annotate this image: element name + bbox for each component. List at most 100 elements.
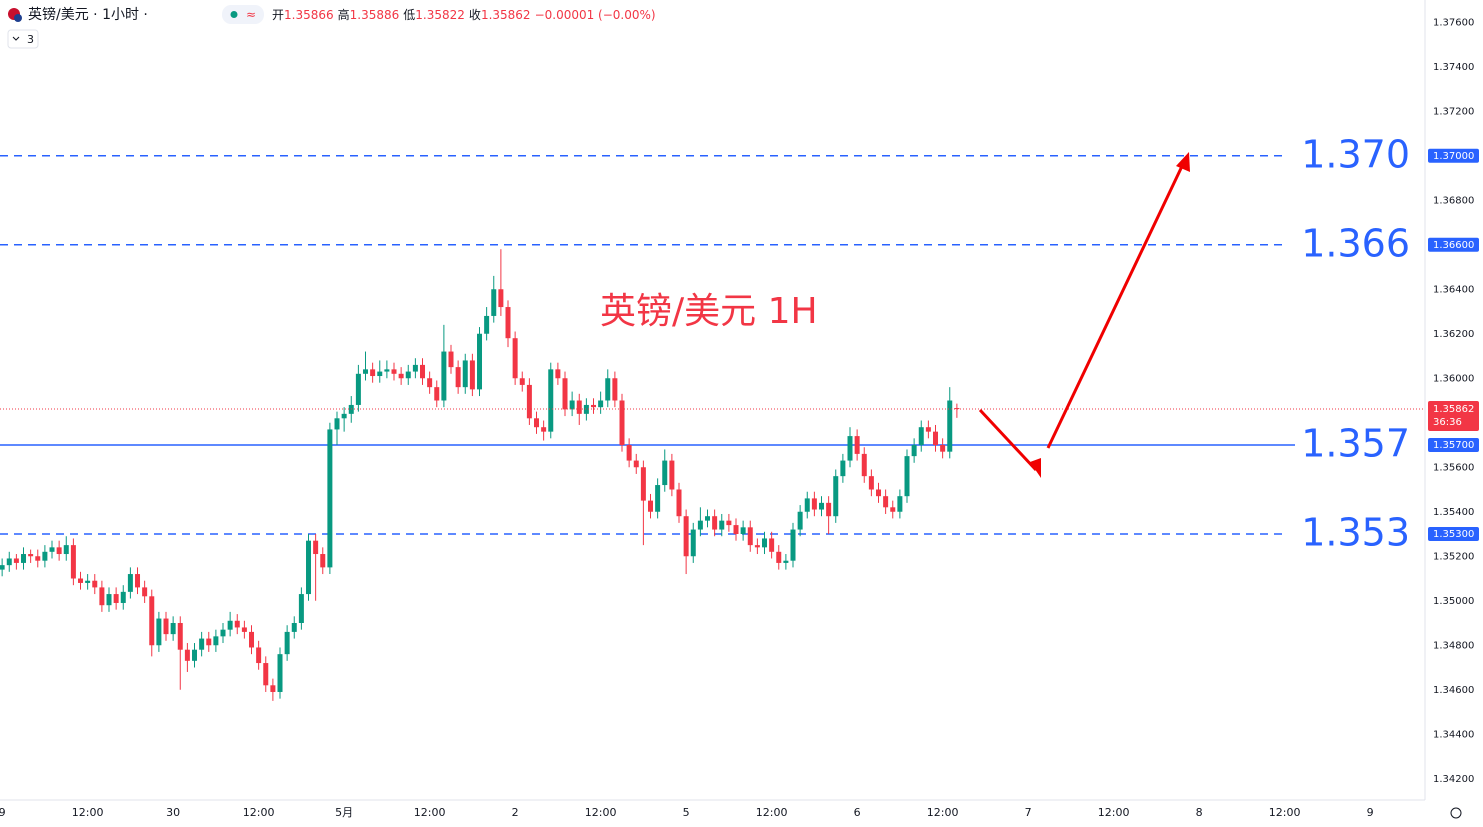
candle-body	[363, 369, 369, 374]
candle-body	[562, 378, 568, 410]
level-badge	[1428, 527, 1479, 541]
level-axis-label: 1.37000	[1433, 151, 1474, 162]
candle-body	[719, 520, 725, 530]
candle-body	[890, 507, 896, 512]
candle-body	[28, 554, 34, 557]
candle-body	[826, 502, 832, 517]
candle-body	[78, 578, 84, 583]
candle-body	[911, 445, 917, 457]
level-axis-label: 1.35300	[1433, 529, 1474, 540]
candle-body	[534, 418, 540, 428]
candle-body	[933, 431, 939, 445]
candle-body	[163, 618, 169, 635]
settings-icon[interactable]	[1450, 807, 1462, 819]
high-label: 高	[338, 7, 350, 22]
candle-body	[334, 418, 340, 430]
x-tick-label: 12:00	[585, 806, 617, 819]
x-tick-label: 12:00	[927, 806, 959, 819]
candle-body	[455, 367, 461, 388]
candle-body	[377, 371, 383, 377]
candle-body	[733, 525, 739, 534]
x-tick-label: 12:00	[1269, 806, 1301, 819]
candle-body	[605, 378, 611, 401]
candle-body	[184, 649, 190, 661]
low-value: 1.35822	[415, 8, 465, 22]
candle-body	[747, 527, 753, 546]
candle-body	[49, 547, 55, 552]
arrow	[1046, 161, 1186, 449]
annotation: 英镑/美元 1H	[600, 291, 818, 332]
candle-body	[583, 404, 589, 414]
candle-body	[790, 529, 796, 561]
candle-body	[199, 638, 205, 650]
candle-body	[241, 627, 247, 632]
header: 英镑/美元 · 1小时 · ≈ 开1.35866 高1.35886 低1.35822…	[7, 5, 656, 49]
candle-body	[648, 500, 654, 512]
candle-body	[448, 351, 454, 368]
candle-body	[249, 631, 255, 648]
x-tick-label: 30	[166, 806, 180, 819]
status-badge[interactable]	[222, 5, 264, 24]
candle-body	[277, 654, 283, 692]
candle-body	[256, 647, 262, 664]
candle-body	[298, 594, 304, 623]
candle-body	[726, 520, 732, 526]
y-tick-label: 1.35000	[1433, 596, 1474, 607]
candle-body	[512, 338, 518, 379]
candle-body	[655, 485, 661, 512]
close-value: 1.35862	[481, 8, 531, 22]
candle-body	[135, 574, 141, 588]
candle-body	[291, 623, 297, 632]
candle-body	[918, 427, 924, 445]
x-tick-label: 12:00	[1098, 806, 1130, 819]
candle-body	[156, 618, 162, 646]
candle-body	[548, 369, 554, 432]
candle-body	[341, 413, 347, 419]
candle-body	[947, 400, 953, 452]
candle-body	[498, 289, 504, 308]
candle-body	[697, 520, 703, 530]
candle-body	[206, 638, 212, 646]
y-tick-label: 1.36800	[1433, 195, 1474, 206]
candle-body	[320, 554, 326, 568]
candle-body	[462, 360, 468, 388]
candle-body	[220, 629, 226, 637]
level-label: 1.353	[1301, 511, 1410, 555]
candle-body	[776, 551, 782, 563]
candle-body	[477, 333, 483, 390]
candle-body	[669, 460, 675, 490]
candle-body	[398, 373, 404, 379]
candle-body	[85, 580, 91, 583]
chevron	[12, 36, 20, 41]
candle-body	[904, 456, 910, 497]
y-tick-label: 1.34400	[1433, 729, 1474, 740]
candle-body	[434, 387, 440, 401]
candle-body	[70, 545, 76, 579]
candle-body	[676, 489, 682, 517]
candle-body	[234, 620, 240, 628]
candle-body	[569, 400, 575, 410]
candle-body	[840, 460, 846, 477]
candle-body	[306, 540, 312, 595]
candle-body	[405, 371, 411, 379]
candle-body	[526, 384, 532, 419]
y-tick-label: 1.34200	[1433, 774, 1474, 785]
candle-body	[954, 408, 960, 410]
candle-body	[142, 587, 148, 597]
indicators-toggle[interactable]	[7, 29, 39, 49]
candle-body	[854, 436, 860, 454]
candle-body	[13, 558, 19, 563]
candle-body	[883, 496, 889, 508]
y-tick-label: 1.35600	[1433, 462, 1474, 473]
x-tick-label: 5	[683, 806, 690, 819]
candle-body	[177, 623, 183, 650]
level-badge	[1428, 148, 1479, 163]
candle-body	[940, 445, 946, 452]
y-tick-label: 1.34600	[1433, 685, 1474, 696]
candle-body	[683, 516, 689, 557]
candle-body	[120, 591, 126, 603]
x-tick-label: 6	[854, 806, 861, 819]
candle-body	[263, 663, 269, 686]
